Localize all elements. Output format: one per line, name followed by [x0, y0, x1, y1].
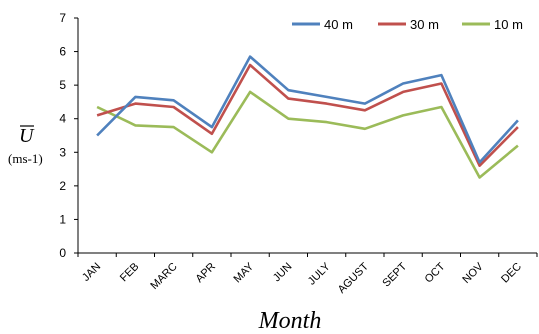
y-tick-label: 2	[59, 179, 66, 193]
y-tick-label: 4	[59, 112, 66, 126]
y-tick-label: 7	[59, 11, 66, 25]
legend-label: 10 m	[494, 17, 523, 32]
x-tick-label: FEB	[118, 261, 142, 285]
x-tick-label: NOV	[460, 260, 486, 286]
y-ticks: 0 1 2 3 4 5 6 7	[59, 11, 78, 260]
series-line-40-m	[96, 55, 519, 164]
y-tick-label: 0	[59, 246, 66, 260]
x-tick-label: DEC	[499, 261, 524, 286]
y-axis-label-unit: (ms-1)	[8, 151, 43, 166]
x-tick-label: OCT	[423, 260, 448, 285]
y-tick-label: 5	[59, 78, 66, 92]
x-tick-label: MARC	[148, 261, 179, 292]
y-tick-label: 6	[59, 45, 66, 59]
y-tick-label: 3	[59, 145, 66, 159]
legend-label: 40 m	[324, 17, 353, 32]
x-tick-label: JULY	[306, 260, 333, 287]
legend-label: 30 m	[410, 17, 439, 32]
x-ticks: JAN FEB MARC APR MAY JUN JULY AGUST SEPT OCT NOV DE…	[77, 253, 538, 296]
x-tick-label: SEPT	[380, 260, 409, 289]
x-tick-label: MAY	[231, 260, 256, 285]
y-tick-label: 1	[59, 212, 66, 226]
x-axis-label: Month	[258, 308, 322, 334]
series-line-10-m	[96, 90, 519, 179]
y-axis-label: U (ms-1)	[8, 125, 43, 166]
y-axis-label-main: U	[19, 125, 35, 147]
x-tick-label: JAN	[80, 261, 103, 284]
x-tick-label: AGUST	[336, 260, 371, 295]
legend: 40 m 30 m 10 m	[292, 17, 523, 32]
series-line-30-m	[96, 63, 519, 167]
series-lines	[96, 55, 519, 179]
x-tick-label: JUN	[271, 261, 295, 285]
x-tick-label: APR	[194, 261, 219, 286]
